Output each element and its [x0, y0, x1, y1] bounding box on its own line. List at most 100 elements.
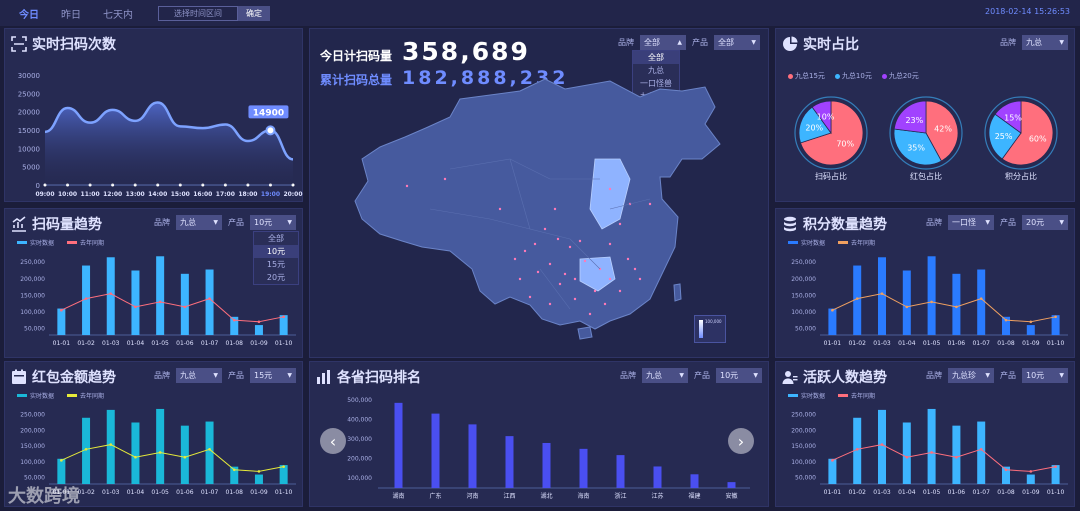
points-trend-filters: 品牌 一口怪 ▼ 产品 20元 ▼ [926, 215, 1068, 230]
next-arrow-button[interactable]: › [728, 428, 754, 454]
line-point [1054, 465, 1057, 468]
today-scans: 今日计扫码量 358,689 [320, 37, 530, 66]
product-option[interactable]: 20元 [266, 273, 286, 282]
brand-option[interactable]: 全部 [633, 51, 679, 64]
product-select[interactable]: 15元 ▼ [250, 368, 296, 383]
x-tick-label: 01-01 [53, 489, 71, 496]
y-tick-label: 150,000 [791, 292, 816, 299]
x-tick-label: 安徽 [725, 492, 737, 500]
bar [977, 269, 986, 335]
brand-select[interactable]: 九总 ▼ [176, 368, 222, 383]
chevron-down-icon: ▼ [751, 39, 756, 46]
confirm-button[interactable]: 确定 [238, 5, 270, 21]
x-tick-label: 01-03 [102, 489, 120, 496]
product-option[interactable]: 全部 [268, 234, 284, 243]
bar [1051, 315, 1060, 335]
panel-center-map: 今日计扫码量 358,689 累计扫码总量 182,888,232 品牌 全部 ▲… [309, 28, 769, 358]
y-tick-label: 100,000 [791, 309, 816, 316]
brand-select[interactable]: 九总 ▼ [176, 215, 222, 230]
map-dot [568, 245, 572, 249]
brand-select[interactable]: 九总 ▼ [1022, 35, 1068, 50]
bar [180, 273, 189, 335]
map-dot [523, 249, 527, 253]
x-tick-label: 01-08 [226, 489, 244, 496]
product-select[interactable]: 全部 ▼ [714, 35, 760, 50]
brand-select[interactable]: 九总 ▼ [642, 368, 688, 383]
brand-select[interactable]: 一口怪 ▼ [948, 215, 994, 230]
legend-label: 去年同期 [851, 239, 875, 247]
line-point [109, 443, 113, 446]
brand-option[interactable]: 一口怪兽 [640, 79, 672, 88]
y-tick-label: 5000 [22, 164, 40, 172]
product-select[interactable]: 10元 ▼ [250, 215, 296, 230]
line-point [60, 459, 63, 462]
points-trend-chart: 实时数据 去年同期 250,000 200,000 150,000 100,000 50,0… [788, 239, 1068, 347]
x-tick-label: 福建 [688, 492, 700, 500]
bar [106, 257, 115, 335]
x-tick-label: 01-08 [226, 340, 244, 347]
product-option[interactable]: 10元 [254, 245, 298, 258]
legend-label: 实时数据 [30, 239, 54, 247]
brand-option[interactable]: 九总 [648, 66, 664, 75]
map-dot [536, 270, 540, 274]
y-tick-label: 30000 [18, 72, 40, 80]
bar [952, 273, 961, 335]
bar [1026, 325, 1035, 335]
date-range-input[interactable]: 选择时间区间 [158, 5, 238, 21]
map-dot [543, 227, 547, 231]
product-option[interactable]: 15元 [266, 260, 286, 269]
tab-today[interactable]: 今日 [19, 9, 39, 21]
pie-slice [798, 106, 832, 144]
x-tick-label: 01-10 [1047, 489, 1065, 496]
product-select[interactable]: 20元 ▼ [1022, 215, 1068, 230]
legend-label: 去年同期 [80, 239, 104, 247]
pie-slice-label: 70% [836, 139, 854, 148]
bar [156, 408, 165, 484]
x-tick-label: 09:00 [35, 191, 54, 198]
map-region-north [589, 158, 631, 230]
trend-chart-icon [12, 216, 26, 232]
product-select[interactable]: 10元 ▼ [716, 368, 762, 383]
bar [952, 425, 961, 484]
tab-seven-days[interactable]: 七天内 [103, 9, 133, 21]
x-tick-label: 13:00 [126, 191, 145, 198]
today-scans-label: 今日计扫码量 [320, 49, 393, 63]
x-tick-label: 01-05 [151, 340, 169, 347]
bar [927, 408, 936, 484]
brand-select[interactable]: 九总珍 ▼ [948, 368, 994, 383]
tab-yesterday[interactable]: 昨日 [61, 9, 81, 21]
map-dot [528, 295, 532, 299]
map-legend: 100,000 [694, 315, 726, 343]
pie-slice-label: 20% [805, 124, 823, 133]
legend-swatch [788, 241, 798, 244]
map-dot [558, 282, 562, 286]
bar [1051, 465, 1060, 484]
brand-select[interactable]: 全部 ▲ [640, 35, 686, 50]
x-tick-label: 15:00 [171, 191, 190, 198]
x-tick-label: 01-06 [176, 489, 194, 496]
y-tick-label: 50,000 [24, 325, 45, 332]
x-tick-label: 湖北 [540, 492, 552, 500]
x-tick-label: 01-04 [127, 489, 145, 496]
line-point [134, 305, 137, 309]
x-tick-label: 01-01 [53, 340, 71, 347]
x-tick-label: 10:00 [58, 191, 77, 198]
prev-arrow-button[interactable]: ‹ [320, 428, 346, 454]
map-dot [405, 184, 409, 188]
bar [690, 474, 699, 488]
x-tick-label: 01-04 [127, 340, 145, 347]
line-point [880, 292, 884, 295]
bar [853, 265, 862, 335]
map-dot [608, 242, 612, 246]
product-select[interactable]: 10元 ▼ [1022, 368, 1068, 383]
legend-swatch [788, 394, 798, 397]
chevron-down-icon: ▼ [985, 372, 990, 379]
bar [205, 421, 214, 484]
map-dot [588, 312, 592, 316]
chevron-down-icon: ▼ [213, 372, 218, 379]
legend-label: 实时数据 [30, 392, 54, 400]
y-tick-label: 15000 [18, 127, 40, 135]
x-tick-label: 浙江 [614, 492, 626, 500]
map-dot [593, 289, 597, 293]
x-tick-label: 江西 [503, 493, 515, 500]
